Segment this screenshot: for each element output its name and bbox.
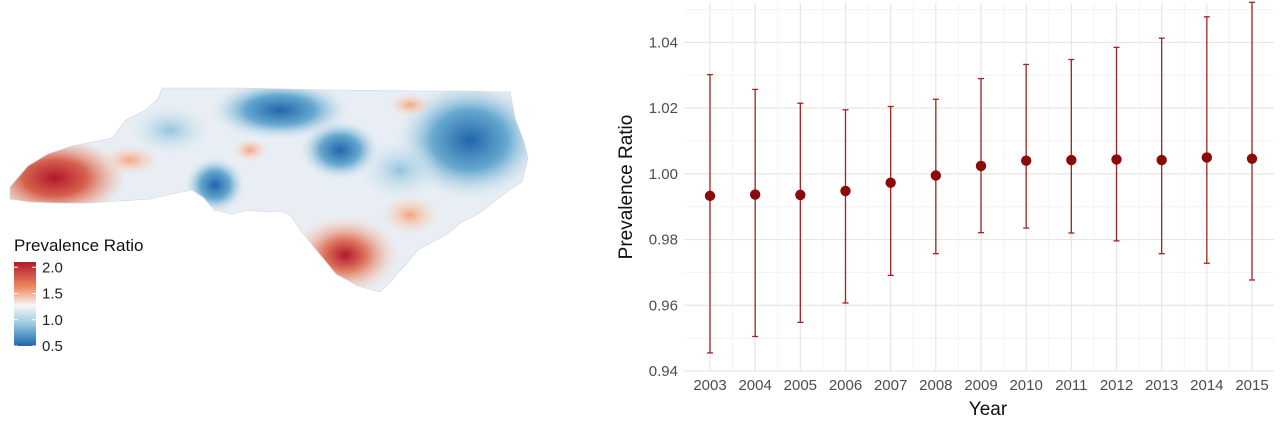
x-tick-label: 2003 [693,377,726,394]
map-legend-ticks: 2.0 1.5 1.0 0.5 [14,259,63,355]
data-point [840,185,851,197]
data-point [1020,155,1032,166]
data-point [1156,154,1167,166]
x-tick-label: 2004 [738,377,771,394]
prevalence-ratio-chart-panel: 0.94 0.96 0.98 1.00 1.02 1.04 2003 2004 2005 200… [560,0,1280,425]
x-axis-title: Year [969,399,1008,420]
y-tick-label: 0.98 [649,232,678,249]
choropleth-map: Prevalence Ratio 2.0 1.5 1.0 0.5 [9,87,529,355]
x-tick-label: 2009 [964,377,997,394]
data-point [795,189,806,201]
x-tick-label: 2012 [1100,377,1133,394]
data-point [975,160,987,172]
error-bars [707,1,1255,354]
x-tick-label: 2015 [1235,377,1268,394]
data-point [1066,154,1077,166]
data-point [1201,152,1213,163]
state-shape [10,88,528,292]
y-tick-label: 0.96 [649,297,678,314]
data-point [885,177,896,188]
y-tick-label: 1.00 [649,166,678,183]
y-tick-label: 1.04 [649,34,678,51]
x-tick-label: 2007 [874,377,907,394]
prevalence-ratio-chart: 0.940.960.981.001.021.04 2003 2004 2005 200… [616,1,1274,420]
x-tick-label: 2005 [784,377,817,394]
legend-tick-label: 2.0 [42,259,63,276]
y-tick-label: 0.94 [649,363,678,380]
y-axis-title: Prevalence Ratio [616,115,637,260]
data-points [704,152,1258,202]
y-axis-tick-labels: 0.94 0.96 0.98 1.00 1.02 1.04 [649,34,678,380]
data-point [930,170,942,181]
data-point [1246,153,1258,164]
plot-area [684,3,1274,371]
choropleth-map-panel: Prevalence Ratio 2.0 1.5 1.0 0.5 [0,0,560,425]
legend-tick-label: 1.0 [42,312,63,329]
data-point [1111,154,1122,165]
x-tick-label: 2011 [1055,377,1087,394]
x-tick-label: 2010 [1009,377,1042,394]
legend-tick-label: 1.5 [42,286,63,303]
x-tick-label: 2006 [829,377,862,394]
map-legend-title: Prevalence Ratio [14,236,143,255]
map-legend-colorbar [14,262,36,346]
data-point [704,190,716,202]
data-point [749,189,761,200]
x-tick-label: 2013 [1145,377,1178,394]
x-tick-label: 2008 [919,377,952,394]
x-tick-label: 2014 [1190,377,1223,394]
y-tick-label: 1.02 [649,100,678,117]
legend-tick-label: 0.5 [42,338,63,355]
x-axis-tick-labels: 2003 2004 2005 2006 2007 2008 2009 2010 2011 2012… [693,377,1268,394]
